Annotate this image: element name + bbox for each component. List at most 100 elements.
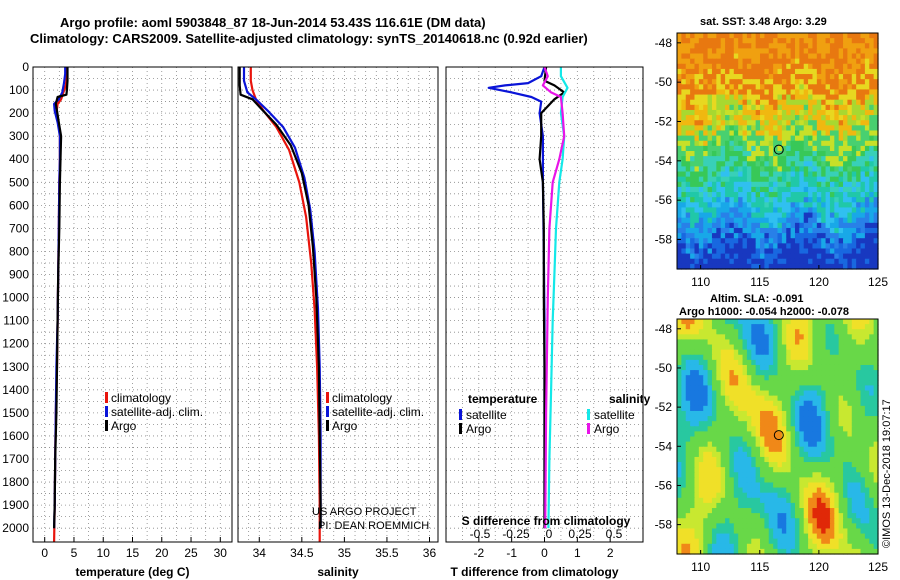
map-cell xyxy=(681,94,687,101)
map-cell xyxy=(764,156,770,162)
map-cell xyxy=(690,115,696,121)
map-cell xyxy=(768,380,774,387)
map-cell xyxy=(843,145,849,152)
map-cell xyxy=(746,248,752,255)
map-cell xyxy=(681,140,687,147)
map-cell xyxy=(746,125,752,132)
map-cell xyxy=(716,451,722,458)
map-cell xyxy=(694,38,700,44)
map-cell xyxy=(790,53,796,60)
map-cell xyxy=(725,212,731,219)
map-cell xyxy=(760,436,765,443)
map-cell xyxy=(768,171,774,178)
map-cell xyxy=(851,395,857,402)
map-cell xyxy=(860,38,866,44)
map-cell xyxy=(794,120,800,126)
map-cell xyxy=(738,212,744,219)
map-cell xyxy=(755,33,761,39)
map-cell xyxy=(864,135,870,142)
map-cell xyxy=(760,171,765,178)
map-cell xyxy=(729,543,735,550)
map-cell xyxy=(764,405,770,412)
map-cell xyxy=(703,263,709,270)
map-cell xyxy=(781,329,787,335)
map-cell xyxy=(711,120,717,126)
map-cell xyxy=(751,349,757,356)
map-cell xyxy=(742,385,748,392)
map-cell xyxy=(873,410,879,417)
map-cell xyxy=(698,33,704,39)
map-cell xyxy=(677,462,682,468)
map-cell xyxy=(786,359,792,366)
map-cell xyxy=(781,543,787,550)
map-cell xyxy=(825,492,831,499)
map-cell xyxy=(838,53,844,60)
map-cell xyxy=(803,104,809,111)
map-cell xyxy=(742,125,748,132)
map-cell xyxy=(729,359,735,366)
map-cell xyxy=(733,477,739,484)
map-cell xyxy=(847,48,853,55)
map-cell xyxy=(829,53,835,60)
map-cell xyxy=(703,186,709,193)
map-cell xyxy=(733,436,739,443)
map-cell xyxy=(764,492,770,499)
map-cell xyxy=(856,390,862,397)
map-cell xyxy=(825,130,831,137)
map-cell xyxy=(794,380,800,387)
map-cell xyxy=(768,492,774,499)
map-cell xyxy=(864,79,870,85)
map-cell xyxy=(725,451,731,458)
map-cell xyxy=(847,431,853,438)
map-cell xyxy=(808,344,814,351)
map-cell xyxy=(794,482,800,489)
map-cell xyxy=(869,364,875,371)
map-cell xyxy=(733,513,739,519)
map-cell xyxy=(851,192,857,198)
map-cell xyxy=(873,528,879,535)
map-cell xyxy=(790,207,796,214)
map-cell xyxy=(685,109,691,116)
map-cell xyxy=(799,502,805,509)
map-cell xyxy=(834,171,840,178)
map-cell xyxy=(843,84,849,91)
map-cell xyxy=(711,508,717,514)
map-cell xyxy=(838,543,844,550)
map-cell xyxy=(681,233,687,239)
map-cell xyxy=(755,523,761,530)
map-cell xyxy=(681,385,687,392)
map-cell xyxy=(742,104,748,111)
map-cell xyxy=(816,181,822,188)
map-cell xyxy=(755,89,761,96)
map-cell xyxy=(829,243,835,250)
map-cell xyxy=(690,156,696,162)
map-cell xyxy=(716,263,722,270)
map-cell xyxy=(742,248,748,255)
map-cell xyxy=(711,472,717,478)
map-cell xyxy=(738,518,744,524)
map-cell xyxy=(851,161,857,167)
map-cell xyxy=(768,263,774,270)
map-cell xyxy=(764,324,770,330)
map-cell xyxy=(773,130,779,137)
map-cell xyxy=(760,161,765,167)
map-cell xyxy=(838,171,844,178)
map-cell xyxy=(725,161,731,167)
map-cell xyxy=(829,319,835,325)
map-cell xyxy=(777,518,783,524)
map-cell xyxy=(694,94,700,101)
map-cell xyxy=(725,43,731,49)
map-cell xyxy=(725,375,731,381)
map-cell xyxy=(790,538,796,545)
map-cell xyxy=(790,477,796,484)
map-cell xyxy=(829,456,835,463)
map-cell xyxy=(825,243,831,250)
map-cell xyxy=(685,125,691,132)
map-cell xyxy=(808,462,814,468)
map-cell xyxy=(768,451,774,458)
map-cell xyxy=(851,48,857,55)
map-cell xyxy=(843,263,849,270)
y-tick-label: 0 xyxy=(22,60,29,74)
y-tick-label: 1800 xyxy=(2,475,29,489)
map-cell xyxy=(808,207,814,214)
